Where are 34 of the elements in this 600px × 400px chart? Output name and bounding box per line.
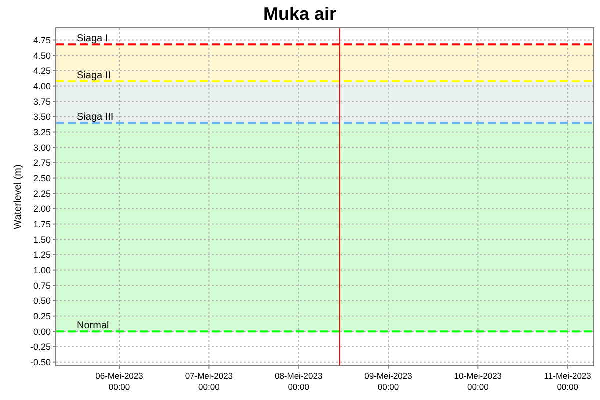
x-tick-label: 09-Mei-2023 00:00: [364, 371, 413, 392]
y-tick-label: 3.75: [33, 96, 51, 107]
ref-line-label: Siaga I: [77, 34, 108, 45]
ref-line-label: Siaga III: [77, 112, 114, 124]
y-tick-label: 2.75: [33, 158, 51, 168]
y-tick-label: 4.50: [33, 50, 51, 61]
y-tick-label: 1.50: [33, 234, 51, 245]
y-tick-label: 0.75: [33, 280, 51, 291]
x-tick-label: 11-Mei-2023 00:00: [544, 371, 592, 392]
ref-line-label: Normal: [77, 320, 110, 332]
y-tick-label: 2.00: [33, 204, 51, 214]
y-tick-label: 4.25: [33, 66, 51, 76]
ref-line-label: Siaga II: [77, 70, 111, 82]
y-tick-label: 3.25: [33, 127, 51, 138]
y-tick-label: 2.50: [33, 173, 51, 184]
y-tick-label: 0.25: [33, 311, 51, 322]
x-tick-label: 08-Mei-2023 00:00: [274, 371, 323, 392]
y-tick-label: -0.50: [30, 357, 51, 368]
x-tick-label: 10-Mei-2023 00:00: [454, 371, 502, 392]
y-tick-label: 4.75: [33, 35, 51, 46]
y-tick-label: 0.50: [33, 296, 51, 306]
y-tick-label: 3.50: [33, 112, 51, 122]
x-tick-label: 07-Mei-2023 00:00: [185, 371, 234, 392]
y-tick-label: 1.00: [33, 265, 51, 276]
y-tick-label: 0.00: [33, 326, 51, 337]
y-axis-title: Waterlevel (m): [13, 164, 24, 230]
y-tick-label: 2.25: [33, 188, 51, 199]
y-tick-label: 1.25: [33, 250, 51, 260]
y-tick-label: -0.25: [30, 342, 51, 352]
y-tick-label: 3.00: [33, 142, 51, 153]
y-tick-label: 1.75: [33, 219, 51, 230]
chart-title: Muka air: [263, 4, 337, 24]
y-tick-label: 4.00: [33, 81, 51, 92]
x-tick-label: 06-Mei-2023 00:00: [96, 371, 144, 392]
